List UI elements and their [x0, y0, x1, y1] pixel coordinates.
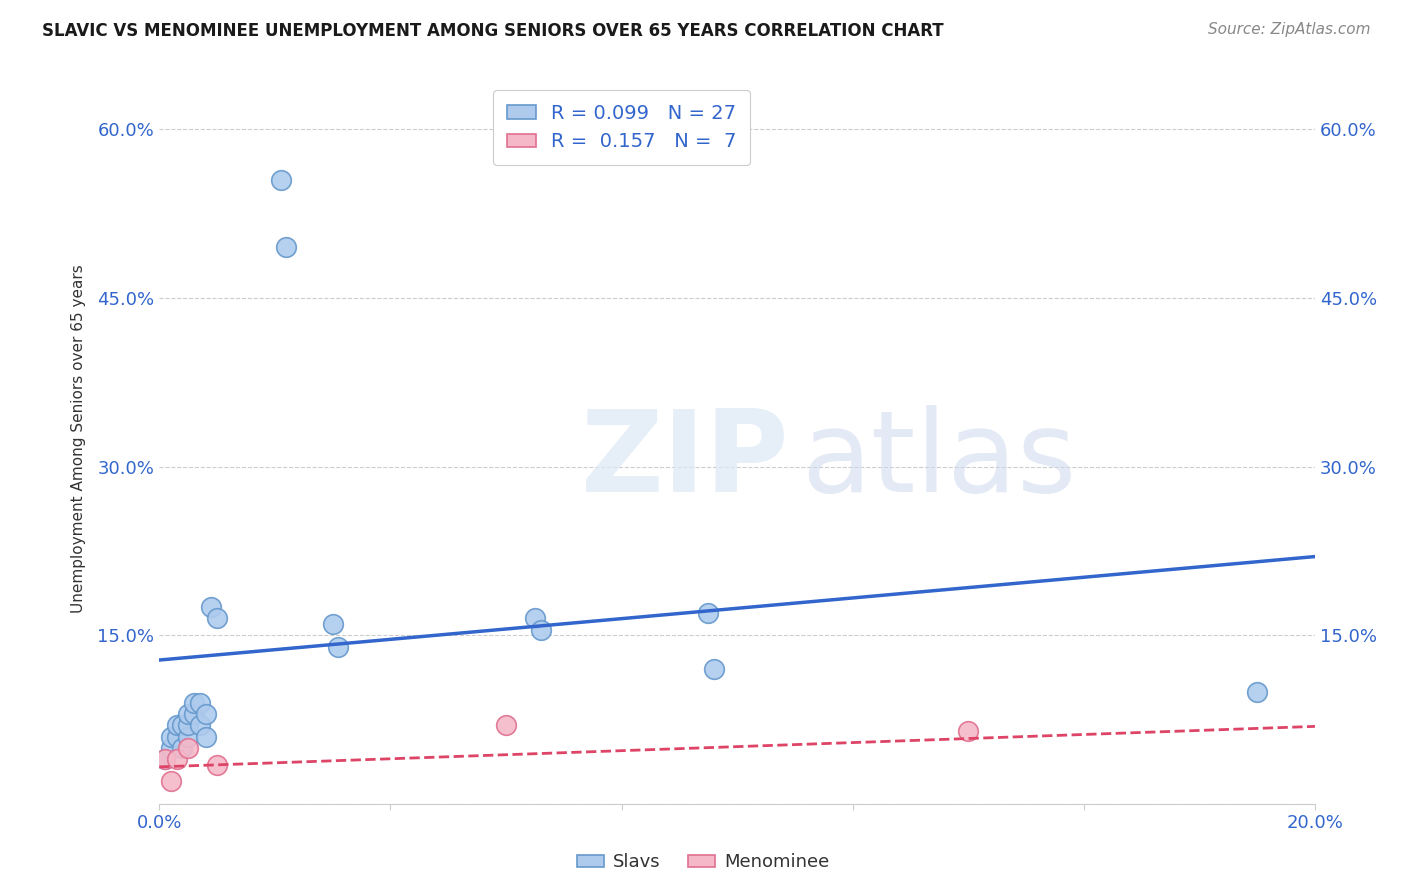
Point	[166, 752, 188, 766]
Point	[183, 706, 205, 721]
Point	[205, 757, 228, 772]
Point	[194, 730, 217, 744]
Text: SLAVIC VS MENOMINEE UNEMPLOYMENT AMONG SENIORS OVER 65 YEARS CORRELATION CHART: SLAVIC VS MENOMINEE UNEMPLOYMENT AMONG S…	[42, 22, 943, 40]
Text: Source: ZipAtlas.com: Source: ZipAtlas.com	[1208, 22, 1371, 37]
Point	[328, 640, 350, 654]
Point	[200, 600, 222, 615]
Point	[205, 611, 228, 625]
Point	[530, 623, 553, 637]
Point	[188, 718, 211, 732]
Legend: R = 0.099   N = 27, R =  0.157   N =  7: R = 0.099 N = 27, R = 0.157 N = 7	[494, 90, 751, 165]
Point	[153, 752, 176, 766]
Point	[957, 723, 980, 738]
Point	[177, 706, 200, 721]
Point	[523, 611, 546, 625]
Point	[166, 730, 188, 744]
Point	[177, 718, 200, 732]
Point	[183, 696, 205, 710]
Text: ZIP: ZIP	[581, 405, 790, 516]
Y-axis label: Unemployment Among Seniors over 65 years: Unemployment Among Seniors over 65 years	[72, 264, 86, 613]
Point	[703, 662, 725, 676]
Point	[177, 730, 200, 744]
Point	[153, 752, 176, 766]
Point	[160, 740, 183, 755]
Point	[270, 173, 292, 187]
Point	[194, 706, 217, 721]
Legend: Slavs, Menominee: Slavs, Menominee	[569, 847, 837, 879]
Point	[172, 740, 194, 755]
Point	[177, 740, 200, 755]
Point	[322, 617, 344, 632]
Point	[160, 774, 183, 789]
Point	[276, 240, 298, 254]
Point	[495, 718, 517, 732]
Point	[697, 606, 720, 620]
Point	[172, 718, 194, 732]
Point	[1246, 684, 1268, 698]
Point	[160, 730, 183, 744]
Point	[188, 696, 211, 710]
Text: atlas: atlas	[800, 405, 1076, 516]
Point	[166, 718, 188, 732]
